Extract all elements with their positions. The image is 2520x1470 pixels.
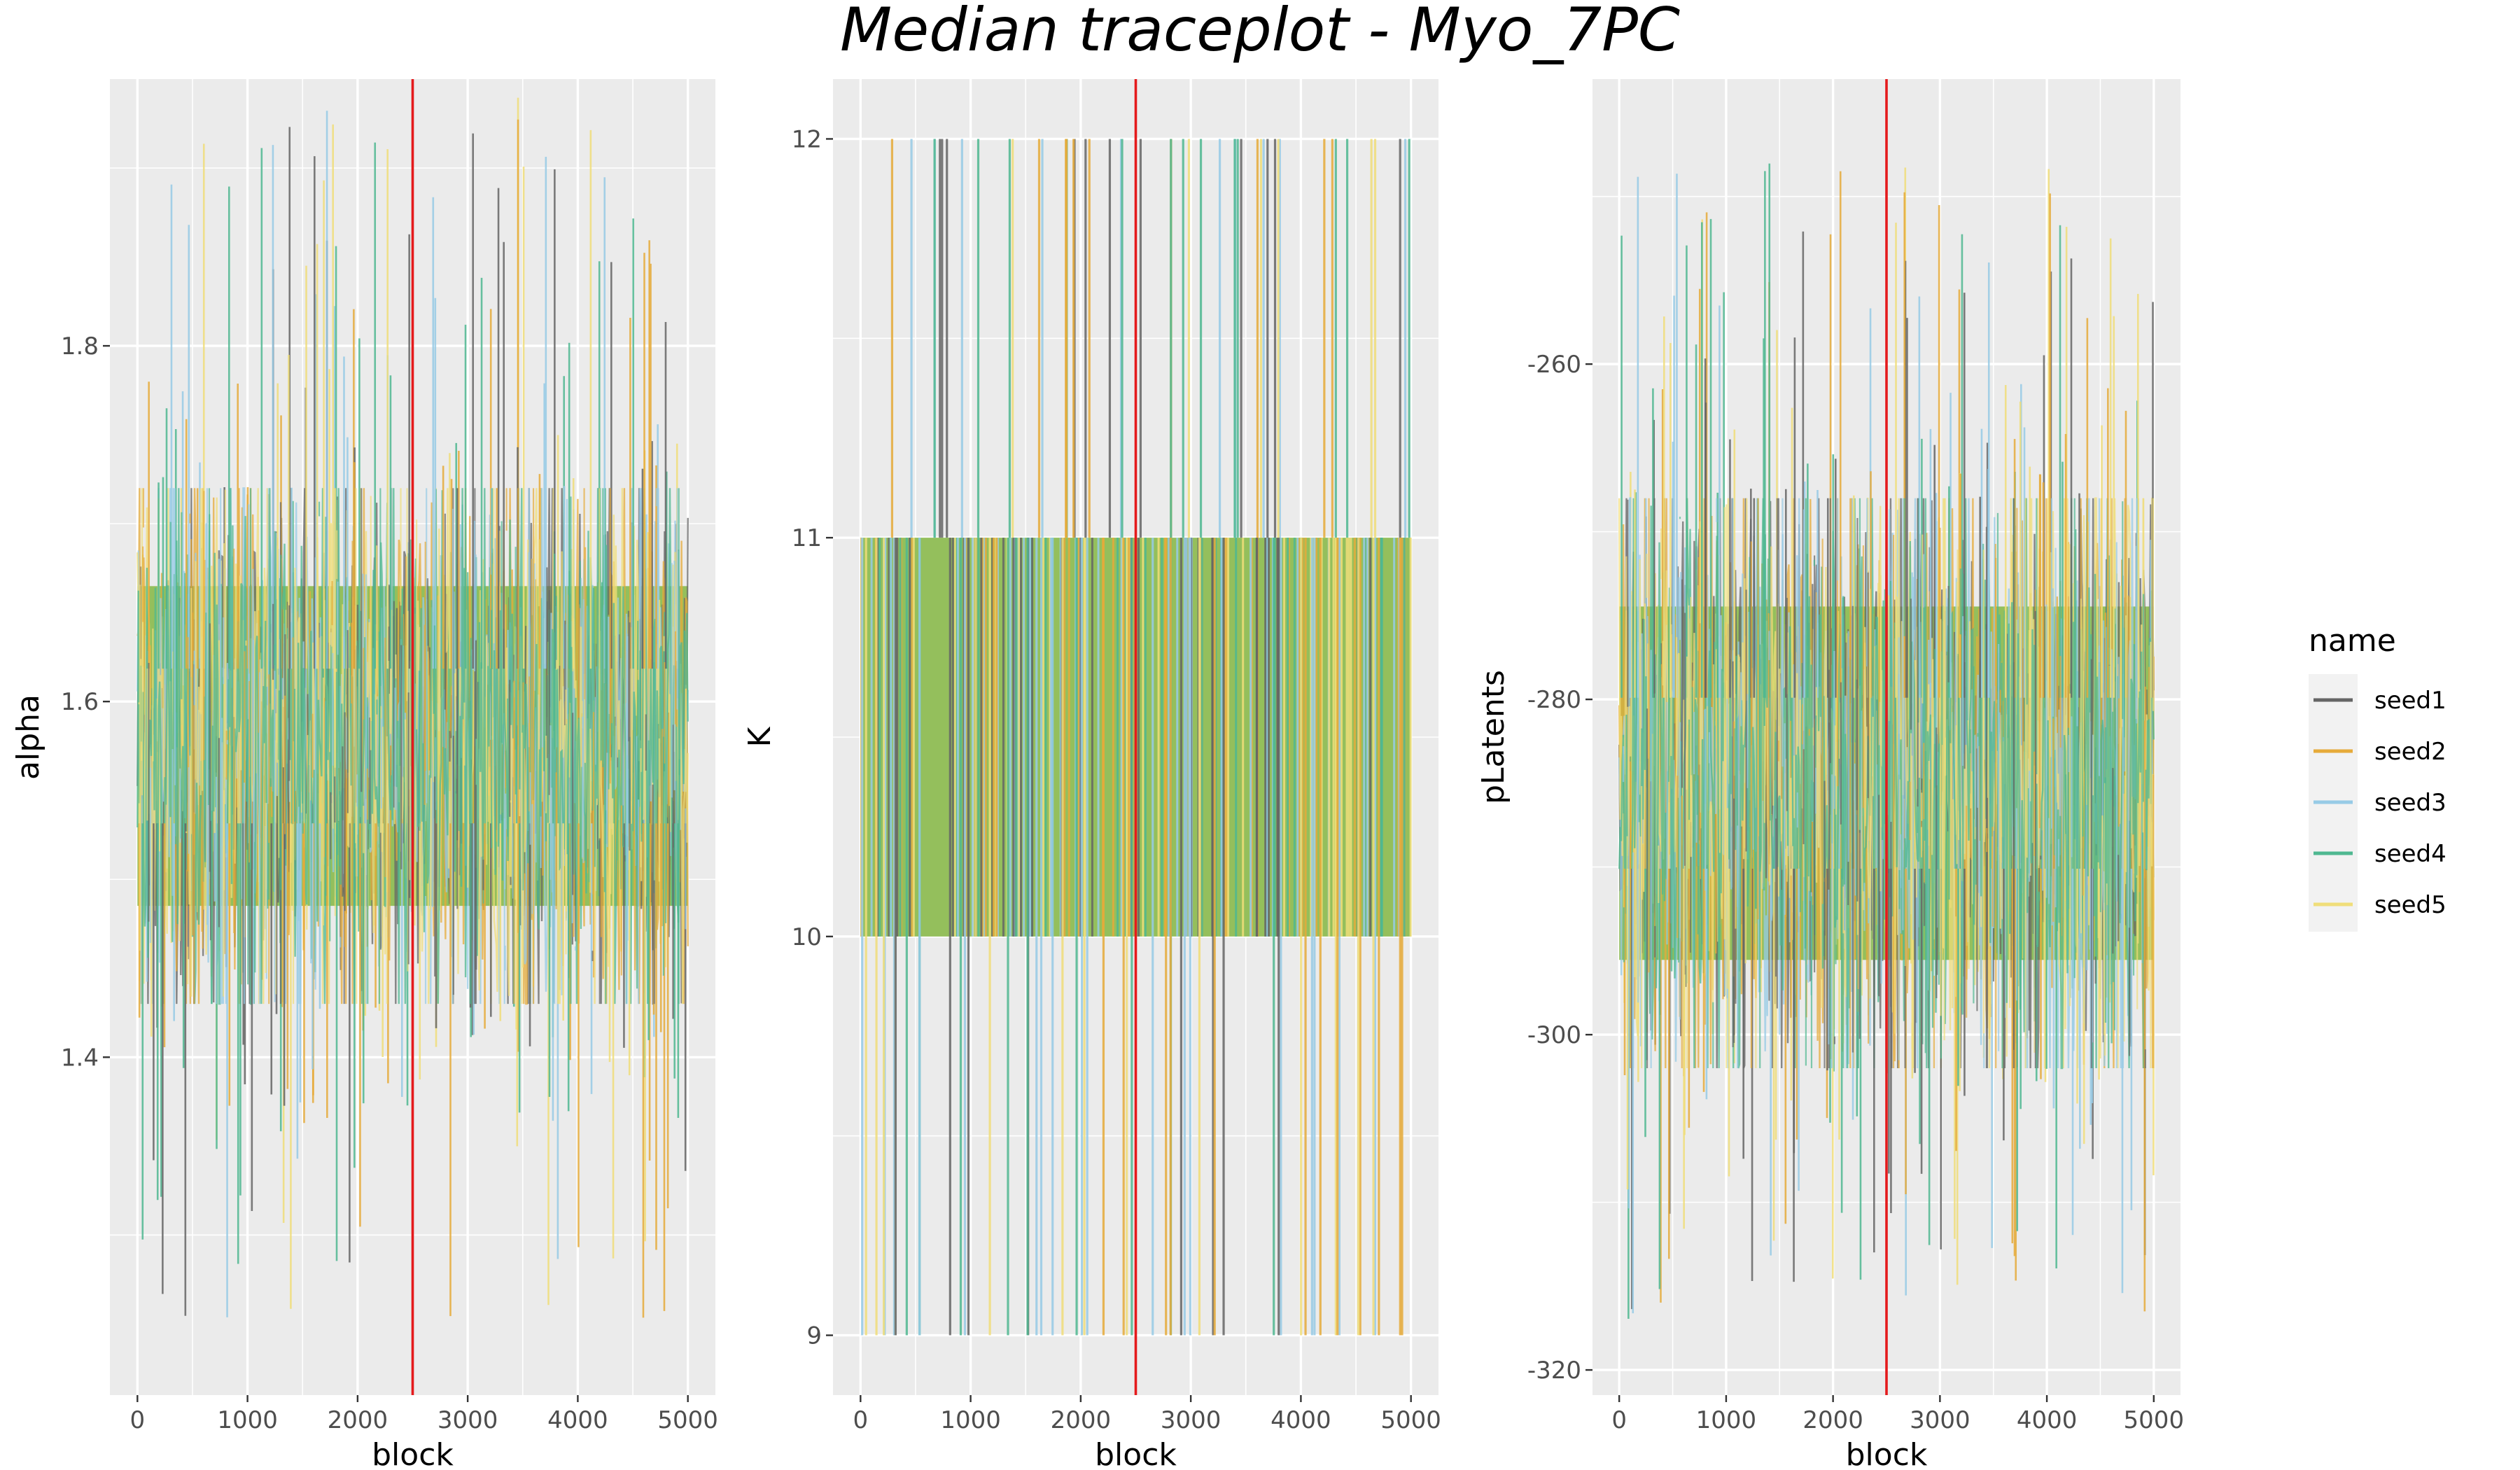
y-tick-label: 1.6	[61, 688, 99, 716]
legend-label-seed3: seed3	[2374, 789, 2446, 817]
x-axis-title: block	[1846, 1437, 1928, 1470]
x-tick-label: 3000	[1161, 1406, 1222, 1434]
panel-platents: 0 1000 2000 3000 4000 5000 -320 -300 -280 -260 blo…	[1476, 79, 2184, 1470]
y-tick-label: 10	[792, 923, 822, 951]
y-axis-title: alpha	[10, 694, 46, 780]
x-tick-label: 1000	[940, 1406, 1001, 1434]
legend-label-seed5: seed5	[2374, 891, 2446, 919]
x-tick-label: 2000	[328, 1406, 388, 1434]
x-axis-title: block	[372, 1437, 454, 1470]
y-tick-label: 12	[792, 125, 822, 153]
x-tick-label: 0	[1611, 1406, 1627, 1434]
y-tick-label: -320	[1527, 1357, 1581, 1385]
x-tick-label: 3000	[438, 1406, 498, 1434]
y-axis-title: pLatents	[1476, 670, 1511, 804]
y-tick-label: 9	[806, 1322, 822, 1350]
x-tick-label: 5000	[1380, 1406, 1441, 1434]
legend-label-seed1: seed1	[2374, 687, 2446, 715]
x-tick-label: 1000	[217, 1406, 278, 1434]
y-tick-label: 1.4	[61, 1044, 99, 1072]
x-tick-label: 5000	[657, 1406, 718, 1434]
x-tick-label: 2000	[1051, 1406, 1112, 1434]
y-tick-label: -300	[1527, 1021, 1581, 1049]
legend-label-seed4: seed4	[2374, 840, 2446, 868]
figure-title: Median traceplot - Myo_7PC	[840, 0, 1680, 65]
panel-alpha: 0 1000 2000 3000 4000 5000 1.4 1.6 1.8 block alpha	[10, 79, 718, 1470]
x-tick-label: 4000	[1270, 1406, 1331, 1434]
x-tick-label: 5000	[2124, 1406, 2185, 1434]
x-tick-label: 0	[130, 1406, 145, 1434]
legend: name seed1 seed2 seed3 seed4 seed5	[2309, 623, 2446, 932]
y-tick-label: 1.8	[61, 332, 99, 360]
panel-k: 0 1000 2000 3000 4000 5000 9 10 11 12 block K	[742, 79, 1441, 1470]
legend-label-seed2: seed2	[2374, 738, 2446, 766]
x-tick-label: 3000	[1910, 1406, 1970, 1434]
y-tick-label: 11	[792, 524, 822, 552]
y-axis-title: K	[742, 726, 778, 747]
y-tick-label: -280	[1527, 686, 1581, 714]
trace-lines	[860, 139, 1412, 1336]
x-tick-label: 2000	[1802, 1406, 1863, 1434]
panels: 0 1000 2000 3000 4000 50001.41.61.8blockalpha…	[10, 79, 2184, 1470]
x-tick-label: 1000	[1696, 1406, 1757, 1434]
y-tick-label: -260	[1527, 351, 1581, 379]
x-axis-title: block	[1095, 1437, 1177, 1470]
x-tick-label: 0	[853, 1406, 868, 1434]
x-tick-label: 4000	[547, 1406, 608, 1434]
legend-title: name	[2309, 623, 2396, 659]
x-tick-label: 4000	[2017, 1406, 2078, 1434]
